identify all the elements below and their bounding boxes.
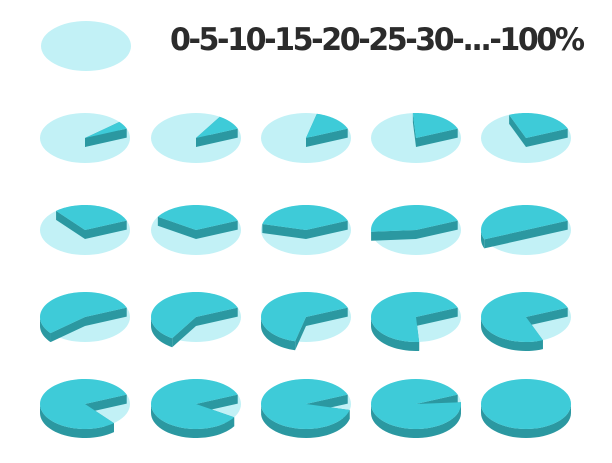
pie-95-percent [371, 379, 461, 438]
pie-85-percent [151, 379, 241, 438]
pie-35-percent [151, 205, 241, 255]
pie-50-percent [481, 205, 571, 255]
pie-100-percent [481, 379, 571, 438]
pie-75-percent [481, 292, 571, 351]
pie-10-percent [151, 113, 241, 163]
pie-55-percent [40, 292, 130, 342]
pie-15-percent [261, 113, 351, 163]
pie-25-percent [481, 113, 571, 163]
pie-fill [481, 379, 571, 429]
pie-fill [371, 379, 461, 429]
pie-80-percent [40, 379, 130, 438]
percentage-sequence-title: 0-5-10-15-20-25-30-...-100% [170, 22, 577, 72]
pie-70-percent [371, 292, 461, 351]
pie-60-percent [151, 292, 241, 347]
pie-90-percent [261, 379, 351, 438]
pie-65-percent [261, 292, 351, 350]
pie-45-percent [371, 205, 461, 255]
empty-disc-sample [41, 21, 131, 71]
pie-20-percent [371, 113, 461, 163]
pie-40-percent [261, 205, 351, 255]
pie-30-percent [40, 205, 130, 255]
pie-5-percent [40, 113, 130, 163]
pie-cut-wall [371, 230, 416, 241]
